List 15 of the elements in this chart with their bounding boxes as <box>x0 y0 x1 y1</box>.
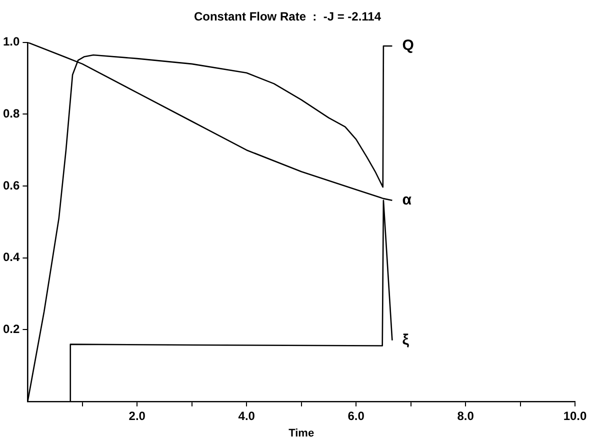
y-tick-label: 0.4 <box>2 250 20 264</box>
x-tick-label: 2.0 <box>128 408 146 423</box>
y-tick-label: 0.8 <box>2 106 20 121</box>
x-axis-title: Time <box>288 427 314 440</box>
x-tick-label: 10.0 <box>563 408 587 423</box>
series-label: Q <box>402 37 414 54</box>
x-tick-label: 8.0 <box>457 408 474 423</box>
x-tick-label: 6.0 <box>348 408 365 423</box>
x-tick-label: 4.0 <box>238 408 256 423</box>
y-tick-label: 1.0 <box>2 34 20 49</box>
series-label: ξ <box>402 332 410 349</box>
series-label: α <box>402 192 412 208</box>
y-tick-label: 0.2 <box>2 322 20 336</box>
chart-title: Constant Flow Rate : -J = -2.114 <box>194 10 382 24</box>
y-tick-label: 0.6 <box>2 178 20 192</box>
